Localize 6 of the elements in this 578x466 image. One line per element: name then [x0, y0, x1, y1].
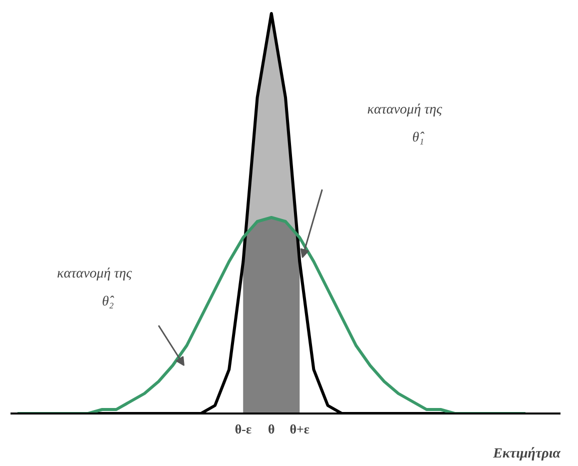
- x-axis-title: Εκτιμήτρια: [492, 446, 561, 462]
- x-tick-label: θ-ε: [234, 422, 252, 436]
- x-tick-label: θ+ε: [290, 422, 310, 436]
- annotation: κατανομή της θ̂₂: [57, 266, 132, 310]
- x-tick-label: θ: [268, 422, 276, 436]
- annotation: κατανομή της θ̂₁: [367, 102, 442, 146]
